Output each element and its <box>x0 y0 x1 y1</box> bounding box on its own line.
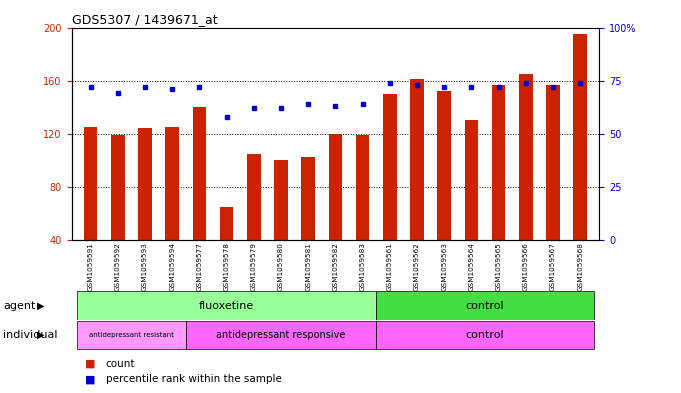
Text: GSM1059583: GSM1059583 <box>360 242 366 291</box>
Bar <box>355 135 369 240</box>
Text: GSM1059567: GSM1059567 <box>550 242 556 291</box>
Bar <box>165 127 179 240</box>
Text: control: control <box>466 330 505 340</box>
Text: GSM1059578: GSM1059578 <box>223 242 229 291</box>
FancyBboxPatch shape <box>376 292 594 320</box>
Bar <box>138 128 152 240</box>
Text: GSM1059593: GSM1059593 <box>142 242 148 291</box>
Bar <box>84 127 97 240</box>
Bar <box>464 120 478 240</box>
Text: GSM1059563: GSM1059563 <box>441 242 447 291</box>
Bar <box>546 84 560 240</box>
FancyBboxPatch shape <box>77 292 376 320</box>
Bar <box>302 158 315 240</box>
Bar <box>573 34 587 240</box>
Text: GSM1059564: GSM1059564 <box>469 242 475 291</box>
Bar <box>519 74 533 240</box>
Bar <box>220 207 234 240</box>
Text: GSM1059565: GSM1059565 <box>496 242 502 291</box>
Text: GSM1059592: GSM1059592 <box>115 242 121 291</box>
Text: GSM1059580: GSM1059580 <box>278 242 284 291</box>
Text: fluoxetine: fluoxetine <box>199 301 254 310</box>
Text: agent: agent <box>3 301 36 310</box>
Bar <box>492 84 505 240</box>
Text: GSM1059591: GSM1059591 <box>88 242 93 291</box>
Text: percentile rank within the sample: percentile rank within the sample <box>106 374 281 384</box>
Text: GSM1059582: GSM1059582 <box>332 242 338 291</box>
FancyBboxPatch shape <box>186 321 376 349</box>
Text: GSM1059566: GSM1059566 <box>523 242 529 291</box>
Bar <box>111 135 125 240</box>
Bar <box>247 154 261 240</box>
Text: GSM1059594: GSM1059594 <box>169 242 175 291</box>
Bar <box>410 79 424 240</box>
Text: GSM1059568: GSM1059568 <box>577 242 583 291</box>
Text: ■: ■ <box>85 374 95 384</box>
Text: ▶: ▶ <box>37 301 45 310</box>
Text: control: control <box>466 301 505 310</box>
Text: antidepressant resistant: antidepressant resistant <box>89 332 174 338</box>
Text: GSM1059562: GSM1059562 <box>414 242 420 291</box>
Text: ■: ■ <box>85 358 95 369</box>
Text: GSM1059581: GSM1059581 <box>305 242 311 291</box>
Text: individual: individual <box>3 330 58 340</box>
FancyBboxPatch shape <box>77 321 186 349</box>
Text: GSM1059561: GSM1059561 <box>387 242 393 291</box>
Text: GSM1059577: GSM1059577 <box>196 242 202 291</box>
Bar <box>193 107 206 240</box>
FancyBboxPatch shape <box>376 321 594 349</box>
Text: antidepressant responsive: antidepressant responsive <box>217 330 346 340</box>
Bar <box>329 134 342 240</box>
Text: count: count <box>106 358 135 369</box>
Bar <box>274 160 288 240</box>
Text: GDS5307 / 1439671_at: GDS5307 / 1439671_at <box>72 13 217 26</box>
Bar <box>437 91 451 240</box>
Text: ▶: ▶ <box>37 330 45 340</box>
Text: GSM1059579: GSM1059579 <box>251 242 257 291</box>
Bar <box>383 94 396 240</box>
